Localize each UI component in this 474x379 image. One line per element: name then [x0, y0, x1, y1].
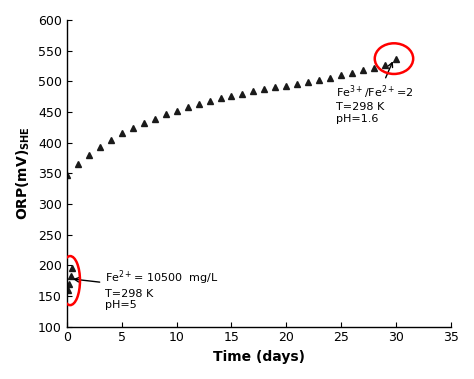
- Text: Fe$^{3+}$/Fe$^{2+}$=2
T=298 K
pH=1.6: Fe$^{3+}$/Fe$^{2+}$=2 T=298 K pH=1.6: [336, 63, 413, 124]
- Y-axis label: ORP(mV)$_{\mathregular{SHE}}$: ORP(mV)$_{\mathregular{SHE}}$: [15, 127, 32, 220]
- X-axis label: Time (days): Time (days): [213, 350, 305, 364]
- Text: Fe$^{2+}$= 10500  mg/L
T=298 K
pH=5: Fe$^{2+}$= 10500 mg/L T=298 K pH=5: [74, 268, 219, 310]
